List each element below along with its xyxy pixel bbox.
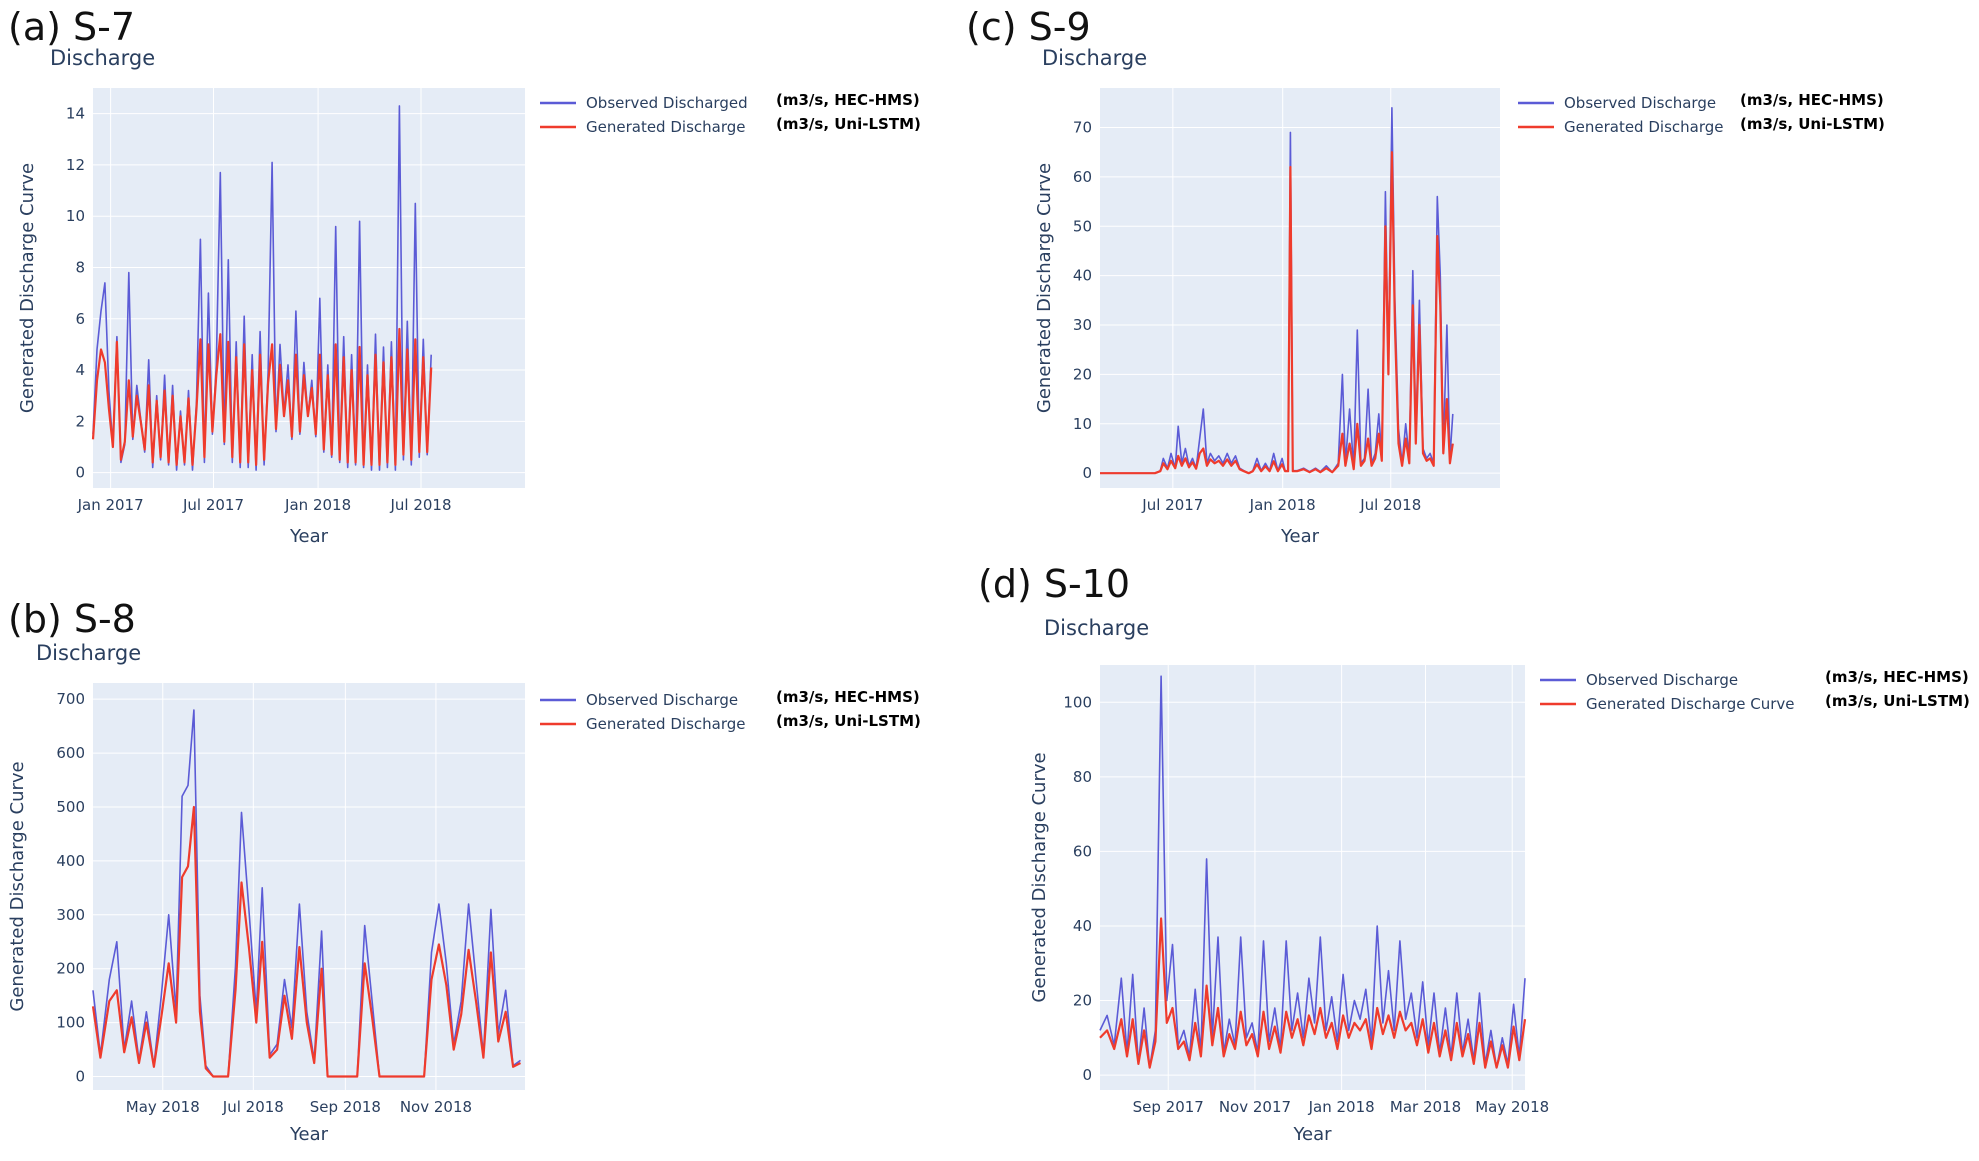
x-tick-label: Jul 2018	[389, 496, 451, 514]
series-line-generated	[91, 327, 433, 466]
legend-entry: Generated Discharge Curve	[1586, 695, 1795, 713]
x-tick-label: Jan 2018	[1308, 1098, 1375, 1116]
y-tick-label: 20	[1073, 992, 1092, 1010]
y-tick-label: 0	[75, 1068, 85, 1086]
x-tick-label: Mar 2018	[1390, 1098, 1461, 1116]
y-tick-label: 700	[56, 690, 85, 708]
y-tick-label: 6	[75, 310, 85, 328]
legend-entry: Observed Discharge	[1564, 94, 1716, 112]
x-tick-label: Jul 2017	[1141, 496, 1203, 514]
legend-entry: Observed Discharge	[586, 691, 738, 709]
y-axis-title: Generated Discharge Curve	[1034, 163, 1055, 413]
y-tick-label: 4	[75, 361, 85, 379]
legend-unit: (m3/s, Uni-LSTM)	[1740, 115, 1885, 133]
legend-entry: Generated Discharge	[586, 715, 745, 733]
x-tick-label: Nov 2018	[400, 1098, 472, 1116]
y-tick-label: 100	[1063, 693, 1092, 711]
x-tick-label: Nov 2017	[1219, 1098, 1291, 1116]
series-line-generated	[91, 805, 522, 1078]
y-tick-label: 0	[1082, 464, 1092, 482]
chart-title: Discharge	[36, 641, 141, 665]
y-axis-title: Generated Discharge Curve	[7, 761, 28, 1011]
panel-label: (d) S-10	[978, 562, 1130, 606]
x-tick-label: Jul 2017	[182, 496, 244, 514]
x-axis-title: Year	[1292, 1124, 1332, 1145]
y-tick-label: 12	[66, 156, 85, 174]
legend-entry: Generated Discharge	[1564, 118, 1723, 136]
legend-unit: (m3/s, HEC-HMS)	[1825, 668, 1969, 686]
y-tick-label: 400	[56, 852, 85, 870]
y-tick-label: 30	[1073, 316, 1092, 334]
panel-label: (c) S-9	[966, 5, 1091, 49]
y-tick-label: 80	[1073, 768, 1092, 786]
series-line-generated	[1099, 917, 1527, 1069]
y-tick-label: 300	[56, 906, 85, 924]
y-tick-label: 60	[1073, 168, 1092, 186]
x-axis-title: Year	[289, 1124, 329, 1145]
x-tick-label: Jul 2018	[1359, 496, 1421, 514]
y-tick-label: 0	[1082, 1066, 1092, 1084]
panel-label: (a) S-7	[8, 5, 135, 49]
legend-unit: (m3/s, Uni-LSTM)	[776, 115, 921, 133]
y-tick-label: 60	[1073, 842, 1092, 860]
x-tick-label: May 2018	[1475, 1098, 1549, 1116]
y-axis-title: Generated Discharge Curve	[17, 163, 38, 413]
chart-title: Discharge	[1044, 616, 1149, 640]
y-tick-label: 2	[75, 412, 85, 430]
y-tick-label: 50	[1073, 217, 1092, 235]
x-axis-title: Year	[1280, 526, 1320, 547]
legend-unit: (m3/s, Uni-LSTM)	[1825, 692, 1970, 710]
x-tick-label: Jan 2017	[77, 496, 144, 514]
chart-title: Discharge	[50, 46, 155, 70]
x-tick-label: May 2018	[126, 1098, 200, 1116]
x-tick-label: Jan 2018	[1249, 496, 1316, 514]
y-tick-label: 20	[1073, 365, 1092, 383]
y-tick-label: 40	[1073, 917, 1092, 935]
chart-title: Discharge	[1042, 46, 1147, 70]
y-tick-label: 70	[1073, 119, 1092, 137]
x-tick-label: Sep 2018	[310, 1098, 381, 1116]
y-tick-label: 10	[1073, 415, 1092, 433]
x-axis-title: Year	[289, 526, 329, 547]
y-tick-label: 10	[66, 207, 85, 225]
legend-entry: Observed Discharged	[586, 94, 748, 112]
x-tick-label: Jan 2018	[284, 496, 351, 514]
legend-unit: (m3/s, Uni-LSTM)	[776, 712, 921, 730]
legend-unit: (m3/s, HEC-HMS)	[1740, 91, 1884, 109]
y-tick-label: 100	[56, 1014, 85, 1032]
y-tick-label: 600	[56, 744, 85, 762]
y-tick-label: 8	[75, 258, 85, 276]
legend-entry: Observed Discharge	[1586, 671, 1738, 689]
series-line-observed	[92, 709, 521, 1078]
x-tick-label: Jul 2018	[222, 1098, 284, 1116]
y-tick-label: 200	[56, 960, 85, 978]
chart-s10: (d) S-10 Discharge 0 20 40 60 80 100 Sep 2017 Nov…	[978, 562, 1970, 1145]
y-tick-label: 14	[66, 105, 85, 123]
legend-entry: Generated Discharge	[586, 118, 745, 136]
series-line-observed	[1099, 675, 1526, 1069]
y-axis-title: Generated Discharge Curve	[1029, 752, 1050, 1002]
y-tick-label: 500	[56, 798, 85, 816]
panel-label: (b) S-8	[8, 597, 136, 641]
x-tick-label: Sep 2017	[1133, 1098, 1204, 1116]
series-line-generated	[1100, 151, 1454, 475]
y-tick-label: 0	[75, 464, 85, 482]
legend-unit: (m3/s, HEC-HMS)	[776, 688, 920, 706]
y-tick-label: 40	[1073, 267, 1092, 285]
legend-unit: (m3/s, HEC-HMS)	[776, 91, 920, 109]
